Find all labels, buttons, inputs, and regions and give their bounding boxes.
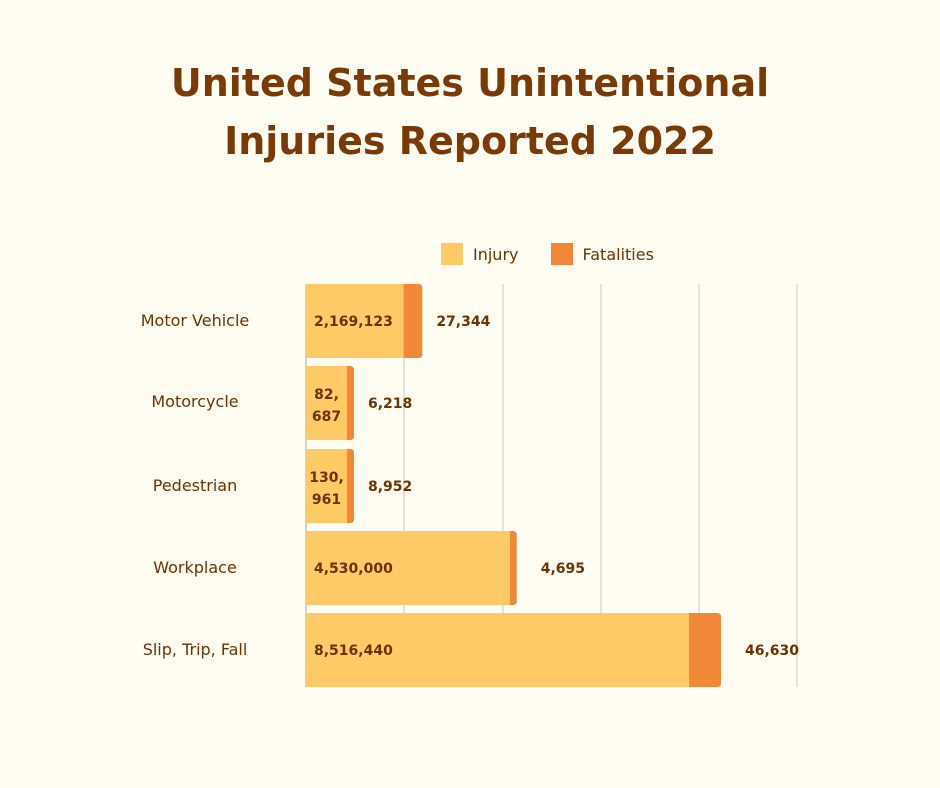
category-label: Slip, Trip, Fall xyxy=(142,640,248,659)
category-label: Motorcycle xyxy=(151,392,239,411)
bar-label-fatalities: 8,952 xyxy=(368,479,412,495)
category-label: Pedestrian xyxy=(152,476,238,495)
bar-label-injury: 961 xyxy=(312,492,341,508)
bar-fatalities xyxy=(403,284,423,358)
bar-label-fatalities: 6,218 xyxy=(368,396,412,412)
legend-swatch-injury xyxy=(441,243,463,265)
bar-label-injury: 687 xyxy=(312,409,341,425)
category-label: Motor Vehicle xyxy=(140,311,250,330)
chart-title-line-1: United States Unintentional xyxy=(170,61,770,105)
bar-label-injury: 8,516,440 xyxy=(314,643,393,659)
legend-label-injury: Injury xyxy=(473,244,519,264)
bar-injury xyxy=(306,449,347,523)
legend-swatch-fatalities xyxy=(550,243,573,265)
bar-injury xyxy=(306,284,404,358)
bar-label-fatalities: 46,630 xyxy=(745,643,799,659)
bar-label-fatalities: 27,344 xyxy=(436,314,490,330)
bar-fatalities xyxy=(347,366,354,440)
bar-injury xyxy=(306,366,347,440)
legend-label-fatalities: Fatalities xyxy=(582,244,654,264)
chart-title-line-2: Injuries Reported 2022 xyxy=(224,119,716,163)
bar-fatalities xyxy=(347,449,354,523)
bar-fatalities xyxy=(689,613,721,687)
bar-label-injury: 4,530,000 xyxy=(314,561,393,577)
bar-label-injury: 130, xyxy=(309,470,344,486)
bar-injury xyxy=(306,613,689,687)
category-label: Workplace xyxy=(153,558,237,577)
bar-label-fatalities: 4,695 xyxy=(541,561,585,577)
legend: Injury Fatalities xyxy=(441,243,654,265)
bar-injury xyxy=(306,531,510,605)
bar-fatalities xyxy=(509,531,517,605)
bar-label-injury: 2,169,123 xyxy=(314,314,393,330)
bar-label-injury: 82, xyxy=(314,387,339,403)
